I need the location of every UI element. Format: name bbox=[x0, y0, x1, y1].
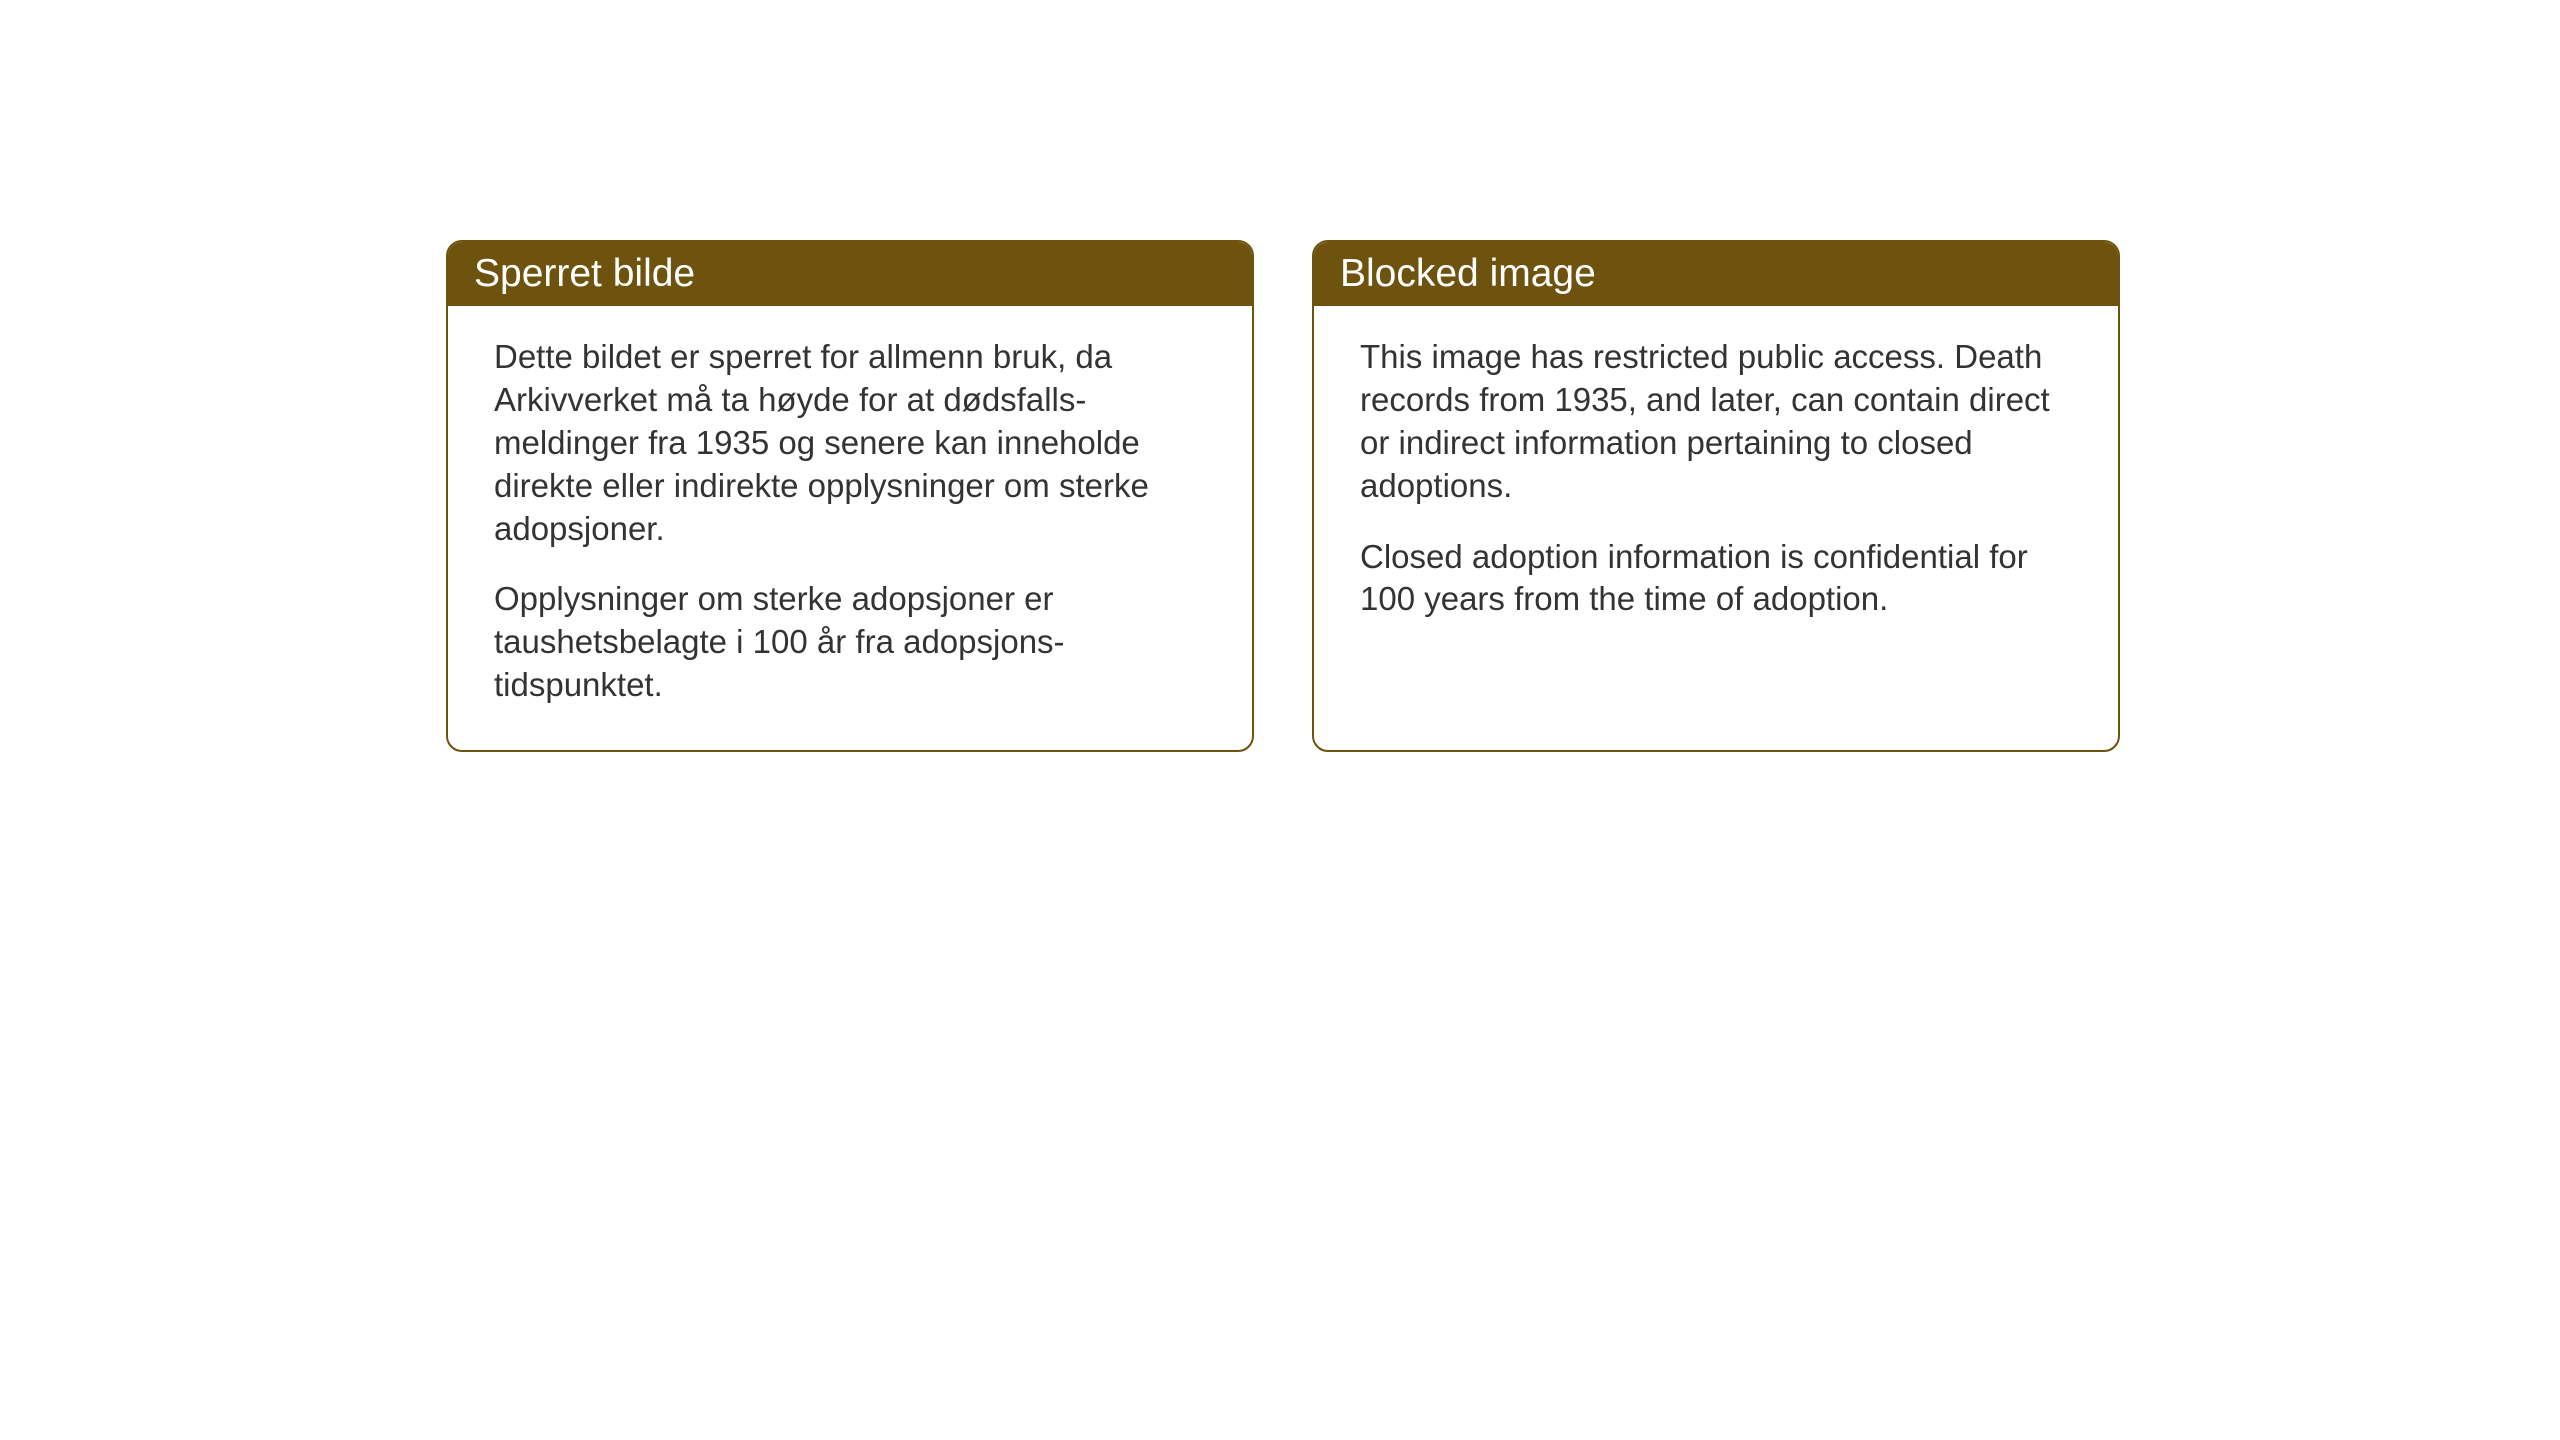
card-header-norwegian: Sperret bilde bbox=[448, 242, 1252, 306]
notice-card-norwegian: Sperret bilde Dette bildet er sperret fo… bbox=[446, 240, 1254, 752]
card-header-english: Blocked image bbox=[1314, 242, 2118, 306]
paragraph-2-english: Closed adoption information is confident… bbox=[1360, 536, 2072, 622]
card-title-norwegian: Sperret bilde bbox=[474, 252, 695, 295]
card-title-english: Blocked image bbox=[1340, 252, 1596, 295]
card-body-norwegian: Dette bildet er sperret for allmenn bruk… bbox=[448, 306, 1252, 747]
paragraph-1-norwegian: Dette bildet er sperret for allmenn bruk… bbox=[494, 336, 1206, 550]
notice-container: Sperret bilde Dette bildet er sperret fo… bbox=[446, 240, 2120, 752]
paragraph-1-english: This image has restricted public access.… bbox=[1360, 336, 2072, 508]
card-body-english: This image has restricted public access.… bbox=[1314, 306, 2118, 661]
notice-card-english: Blocked image This image has restricted … bbox=[1312, 240, 2120, 752]
paragraph-2-norwegian: Opplysninger om sterke adopsjoner er tau… bbox=[494, 578, 1206, 707]
